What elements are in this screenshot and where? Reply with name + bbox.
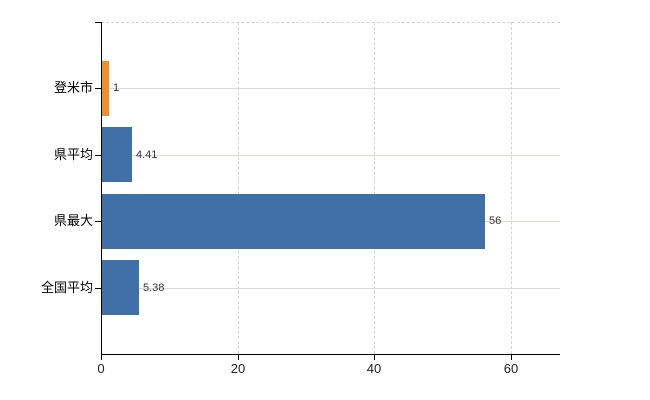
x-tick [101,355,102,360]
value-label: 5.38 [143,282,165,294]
y-tick [95,155,101,156]
gridline-horizontal [101,288,560,289]
category-label: 全国平均 [40,280,93,295]
gridline-horizontal [101,155,560,156]
y-tick [95,22,101,23]
category-label: 県最大 [53,213,93,228]
gridline-vertical [511,22,512,354]
y-tick [95,288,101,289]
gridline-horizontal [101,88,560,89]
value-label: 4.41 [136,149,158,161]
x-tick [511,355,512,360]
x-tick [374,355,375,360]
category-label: 県平均 [53,147,93,162]
x-axis-tick-label: 60 [503,361,519,376]
value-label: 1 [113,82,120,94]
x-tick [238,355,239,360]
plot-top-border [101,22,560,23]
gridline-vertical [238,22,239,354]
bar-県最大 [102,194,485,249]
gridline-vertical [374,22,375,354]
value-label: 56 [489,215,502,227]
y-tick [95,88,101,89]
bar-登米市 [102,61,109,116]
bar-県平均 [102,127,132,182]
x-axis-tick-label: 20 [230,361,246,376]
bar-全国平均 [102,260,139,315]
category-label: 登米市 [53,80,93,95]
x-axis-tick-label: 0 [97,361,105,376]
x-axis [101,354,560,355]
y-tick [95,221,101,222]
y-axis [101,22,102,359]
x-axis-tick-label: 40 [366,361,382,376]
